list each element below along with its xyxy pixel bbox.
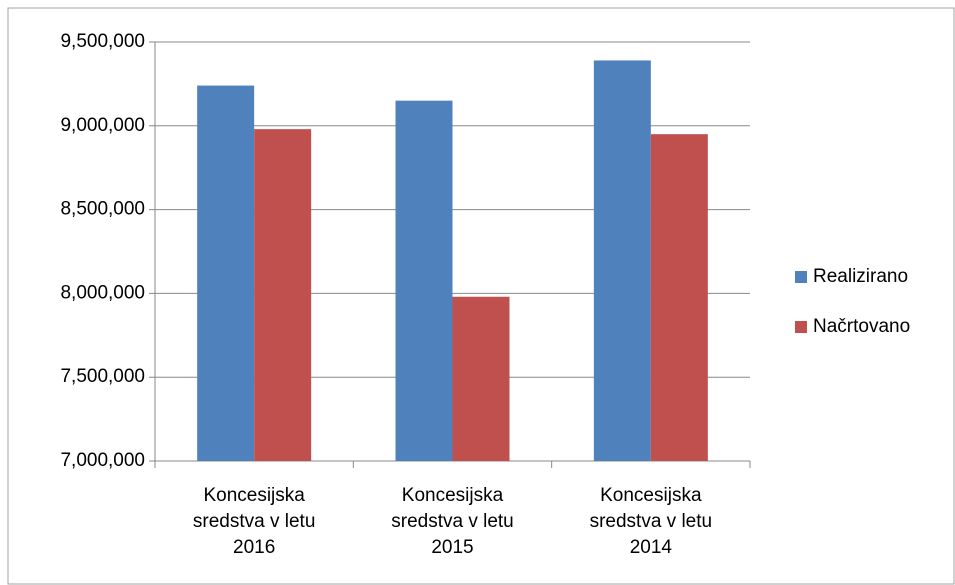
y-tick-label: 8,500,000 bbox=[60, 199, 145, 220]
legend-label: Realizirano bbox=[813, 266, 908, 287]
bar bbox=[395, 100, 453, 461]
x-tick-label: Koncesijska sredstva v letu 2014 bbox=[589, 485, 713, 558]
legend-label: Načrtovano bbox=[813, 316, 910, 337]
bar bbox=[593, 60, 651, 461]
legend-swatch bbox=[795, 321, 807, 333]
y-tick-label: 8,000,000 bbox=[60, 282, 145, 303]
bar bbox=[452, 296, 510, 461]
chart-border bbox=[7, 7, 955, 585]
bar bbox=[197, 85, 255, 462]
y-tick-label: 9,500,000 bbox=[60, 31, 145, 52]
y-tick-label: 7,500,000 bbox=[60, 366, 145, 387]
y-tick-label: 7,000,000 bbox=[60, 450, 145, 471]
x-tick-label: Koncesijska sredstva v letu 2016 bbox=[192, 485, 316, 558]
x-tick-label: Koncesijska sredstva v letu 2015 bbox=[391, 485, 514, 558]
legend-swatch bbox=[795, 271, 807, 283]
bar bbox=[650, 134, 708, 461]
y-tick-label: 9,000,000 bbox=[60, 115, 145, 136]
bar bbox=[254, 129, 312, 462]
